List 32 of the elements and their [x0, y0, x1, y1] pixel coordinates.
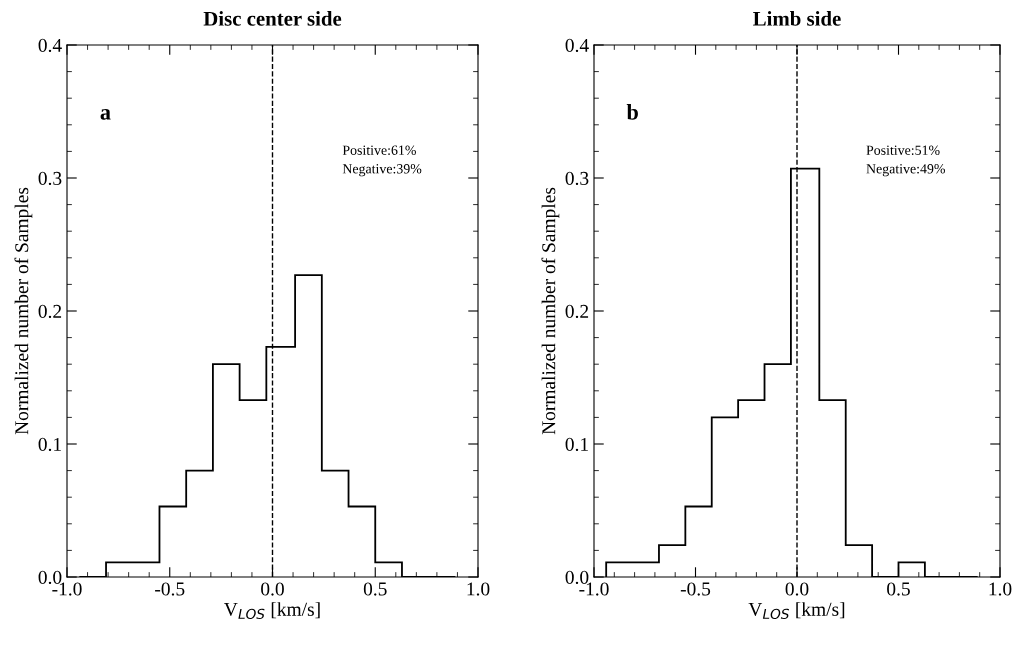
- x-tick-label: 0.5: [887, 582, 910, 596]
- x-tick-label: 0.5: [363, 582, 387, 596]
- x-tick-label: -1.0: [579, 582, 609, 596]
- x-tick-label: -0.5: [680, 582, 711, 596]
- y-tick-label: 0.3: [565, 171, 589, 186]
- x-tick-label: 0.0: [785, 582, 809, 596]
- y-tick-label: 0.1: [565, 437, 588, 452]
- x-tick-label: -1.0: [52, 582, 82, 596]
- x-tick-label: 1.0: [989, 582, 1012, 596]
- y-tick-label: 0.3: [38, 171, 62, 186]
- y-tick-label: 0.2: [565, 304, 589, 319]
- annotation: Negative:39%: [342, 164, 422, 177]
- chart-title: Limb side: [753, 11, 841, 26]
- chart-title: Disc center side: [203, 11, 342, 26]
- x-tick-label: 1.0: [467, 582, 490, 596]
- y-tick-label: 0.4: [38, 38, 62, 53]
- x-axis-title: V$_{LOS}$ [km/s]: [748, 602, 845, 620]
- y-tick-label: 0.4: [565, 38, 589, 53]
- y-tick-label: 0.0: [38, 570, 62, 585]
- x-tick-label: -0.5: [155, 582, 185, 596]
- y-tick-label: 0.2: [38, 304, 62, 319]
- annotation: Negative:49%: [866, 164, 945, 177]
- annotation: a: [100, 109, 111, 120]
- x-tick-label: 0.0: [261, 582, 284, 596]
- annotation: Positive:61%: [342, 145, 416, 155]
- y-axis-title: Normalized number of Samples: [14, 187, 33, 435]
- annotation: Positive:51%: [866, 145, 940, 155]
- y-tick-label: 0.0: [565, 570, 589, 585]
- y-tick-label: 0.1: [38, 437, 61, 452]
- x-axis-title: V$_{LOS}$ [km/s]: [224, 602, 320, 620]
- annotation: b: [626, 104, 638, 120]
- y-axis-title: Normalized number of Samples: [541, 187, 560, 435]
